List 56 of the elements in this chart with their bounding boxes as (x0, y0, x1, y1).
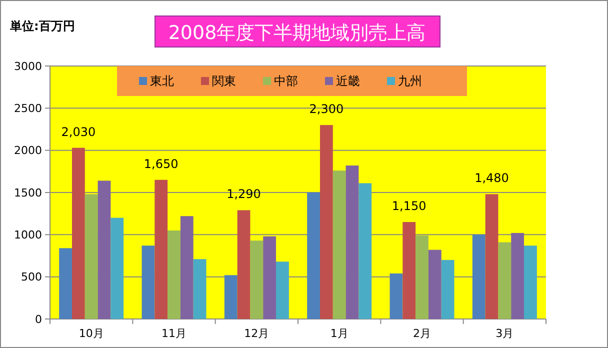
bar (110, 218, 124, 319)
bar (332, 170, 346, 319)
legend-label: 東北 (150, 74, 174, 88)
bar (84, 194, 98, 319)
bar (72, 148, 85, 319)
bar (346, 166, 359, 319)
x-tick-label: 3月 (496, 327, 514, 340)
legend-label: 九州 (398, 74, 422, 88)
x-tick-label: 12月 (244, 327, 270, 340)
bar (307, 192, 320, 319)
text: 単位:百万円 (9, 19, 75, 33)
legend-label: 関東 (212, 74, 236, 88)
y-tick-label: 1000 (14, 228, 42, 242)
bar (168, 230, 180, 319)
bar (142, 246, 155, 319)
bar (472, 234, 486, 319)
bar (390, 273, 403, 319)
bar (250, 240, 264, 319)
legend-label: 近畿 (336, 74, 360, 88)
bar (276, 262, 289, 319)
bar (193, 259, 206, 319)
data-label: 1,650 (144, 156, 178, 171)
bar (224, 275, 238, 319)
data-label: 2,030 (61, 124, 96, 139)
bar (59, 248, 72, 319)
x-tick-label: 2月 (413, 327, 431, 340)
bar (524, 246, 537, 319)
x-tick-label: 1月 (330, 327, 348, 340)
legend-label: 中部 (274, 74, 298, 88)
bar (416, 236, 428, 319)
x-tick-label: 10月 (78, 327, 104, 340)
bar (263, 236, 276, 319)
bar (485, 194, 498, 319)
y-tick-label: 1500 (14, 186, 42, 200)
data-label: 1,290 (226, 187, 261, 202)
bar (320, 125, 333, 319)
y-tick-label: 500 (21, 270, 42, 284)
bar (441, 260, 454, 319)
bar (98, 180, 111, 319)
bar (402, 222, 416, 319)
y-tick-label: 2000 (14, 144, 42, 158)
bar (498, 242, 512, 319)
chart-title: 2008年度下半期地域別売上高 (168, 22, 426, 44)
data-label: 2,300 (309, 102, 344, 116)
data-label: 1,480 (474, 171, 509, 186)
bar (180, 216, 194, 319)
bar (237, 210, 250, 319)
bar (511, 232, 524, 319)
bar (358, 183, 372, 319)
y-tick-label: 2500 (14, 102, 42, 116)
data-label: 1,150 (392, 199, 426, 214)
bar (154, 180, 168, 319)
y-tick-label: 3000 (14, 60, 42, 73)
x-tick-label: 11月 (162, 327, 186, 340)
bar (428, 250, 442, 319)
y-tick-label: 0 (35, 312, 42, 326)
